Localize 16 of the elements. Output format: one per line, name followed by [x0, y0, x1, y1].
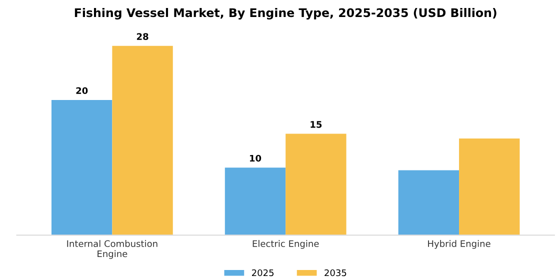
legend-label: 2025: [252, 269, 274, 276]
chart-title: Fishing Vessel Market, By Engine Type, 2025-2035 (USD Billion): [74, 8, 496, 20]
bar: [398, 170, 460, 236]
bar: [224, 168, 286, 236]
data-label: 10: [250, 154, 262, 162]
data-label: 28: [136, 33, 148, 40]
data-label: 20: [76, 87, 88, 94]
bar: [459, 138, 520, 236]
bar: [112, 46, 173, 236]
x-tick-label: Electric Engine: [252, 240, 319, 249]
legend-label: 2035: [324, 269, 346, 276]
data-label: 15: [310, 121, 322, 128]
x-tick-label: Internal Combustion Engine: [67, 240, 158, 259]
x-tick-label: Hybrid Engine: [428, 240, 490, 249]
bar: [51, 100, 112, 236]
bar: [286, 134, 346, 236]
